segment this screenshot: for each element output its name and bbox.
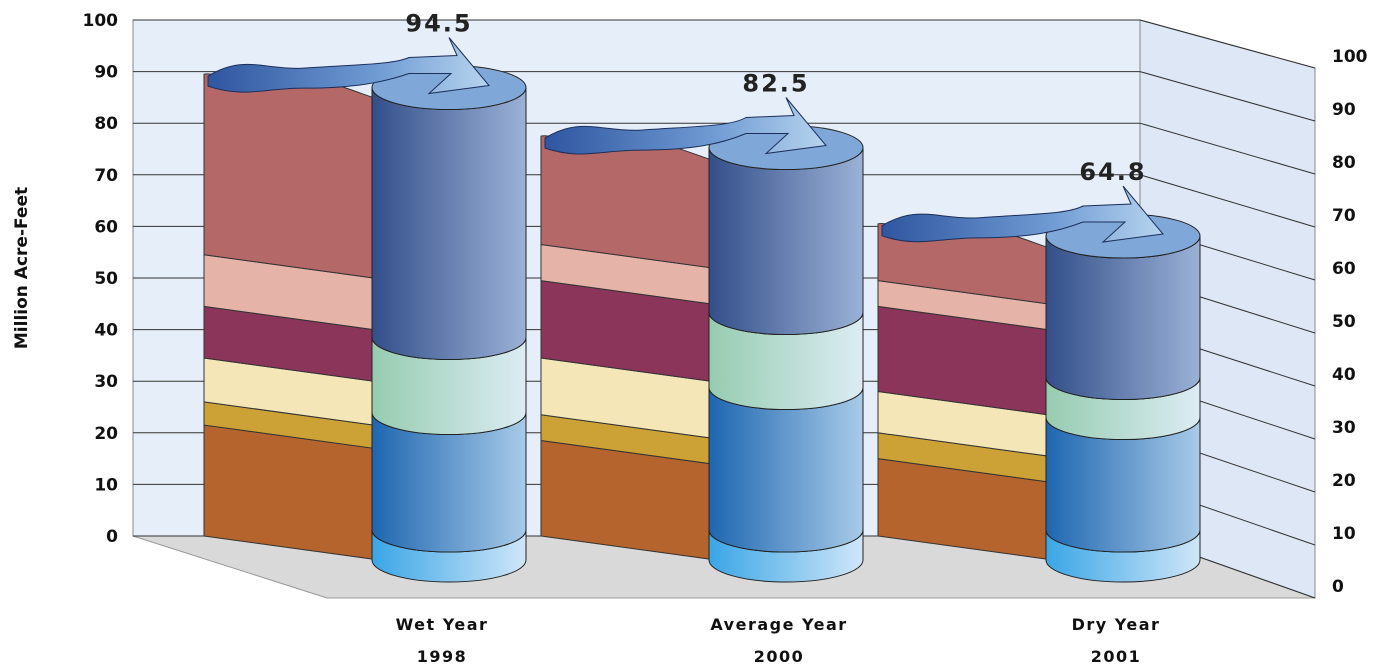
category-year-label: 2001 [1091, 647, 1142, 666]
cylinder-segment [371, 87, 527, 360]
y-tick-label-left: 100 [83, 11, 119, 31]
total-label: 64.8 [1079, 158, 1146, 186]
y-tick-label-right: 100 [1332, 47, 1368, 67]
y-tick-label-right: 50 [1332, 312, 1356, 332]
y-tick-label-left: 50 [94, 269, 118, 289]
cylinder-segment [708, 147, 864, 335]
cylinder-segment [708, 387, 864, 553]
y-tick-label-left: 90 [94, 63, 118, 83]
total-label: 94.5 [405, 10, 472, 38]
y-tick-label-right: 30 [1332, 418, 1356, 438]
cylinder-segment [1045, 235, 1201, 400]
y-tick-label-right: 20 [1332, 471, 1356, 491]
category-year-label: 1998 [417, 647, 468, 666]
y-tick-label-right: 0 [1332, 577, 1344, 597]
flow-arrow [207, 37, 490, 95]
y-axis-title: Million Acre-Feet [12, 187, 32, 349]
y-tick-label-right: 90 [1332, 100, 1356, 120]
y-tick-label-left: 10 [94, 475, 118, 495]
flow-arrow [881, 185, 1164, 243]
labels-layer: 0 0 10 10 20 20 30 30 40 40 50 50 60 60 70 70 80 80 90 90 10… [12, 10, 1368, 666]
bar-segment [203, 71, 373, 279]
y-tick-label-left: 0 [106, 527, 118, 547]
total-label: 82.5 [742, 70, 809, 98]
category-year-label: 2000 [754, 647, 805, 666]
bar-segment [203, 424, 373, 560]
y-tick-label-right: 60 [1332, 259, 1356, 279]
y-tick-label-left: 70 [94, 166, 118, 186]
gridline-right [1139, 122, 1316, 175]
y-tick-label-left: 60 [94, 217, 118, 237]
category-label: Dry Year [1072, 615, 1161, 634]
category-label: Average Year [710, 615, 847, 634]
y-tick-label-right: 40 [1332, 365, 1356, 385]
y-tick-label-right: 10 [1332, 524, 1356, 544]
gridline-right [1139, 71, 1316, 122]
y-tick-label-right: 80 [1332, 153, 1356, 173]
bars-layer [203, 37, 1201, 583]
y-tick-label-left: 20 [94, 424, 118, 444]
flow-arrow [544, 97, 827, 155]
category-label: Wet Year [396, 615, 489, 634]
y-tick-label-left: 40 [94, 321, 118, 341]
gridline-right [1139, 19, 1316, 69]
gridline-right [1139, 174, 1316, 228]
bar-segment [540, 133, 710, 269]
y-tick-label-right: 70 [1332, 206, 1356, 226]
y-tick-label-left: 80 [94, 114, 118, 134]
y-tick-label-left: 30 [94, 372, 118, 392]
